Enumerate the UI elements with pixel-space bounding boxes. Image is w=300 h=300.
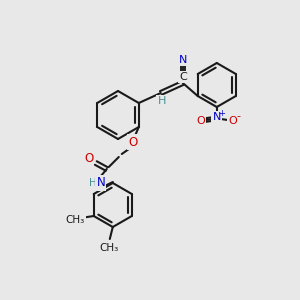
Text: H: H — [158, 96, 166, 106]
Text: O: O — [128, 136, 137, 148]
Text: -: - — [237, 111, 241, 121]
Text: +: + — [218, 109, 225, 118]
Text: O: O — [196, 116, 205, 126]
Text: CH₃: CH₃ — [99, 243, 119, 253]
Text: CH₃: CH₃ — [65, 215, 84, 225]
Text: N: N — [96, 176, 105, 190]
Text: O: O — [84, 152, 93, 166]
Text: O: O — [228, 116, 237, 126]
Text: N: N — [213, 112, 221, 122]
Text: H: H — [89, 178, 97, 188]
Text: N: N — [178, 55, 187, 65]
Text: C: C — [179, 72, 187, 82]
